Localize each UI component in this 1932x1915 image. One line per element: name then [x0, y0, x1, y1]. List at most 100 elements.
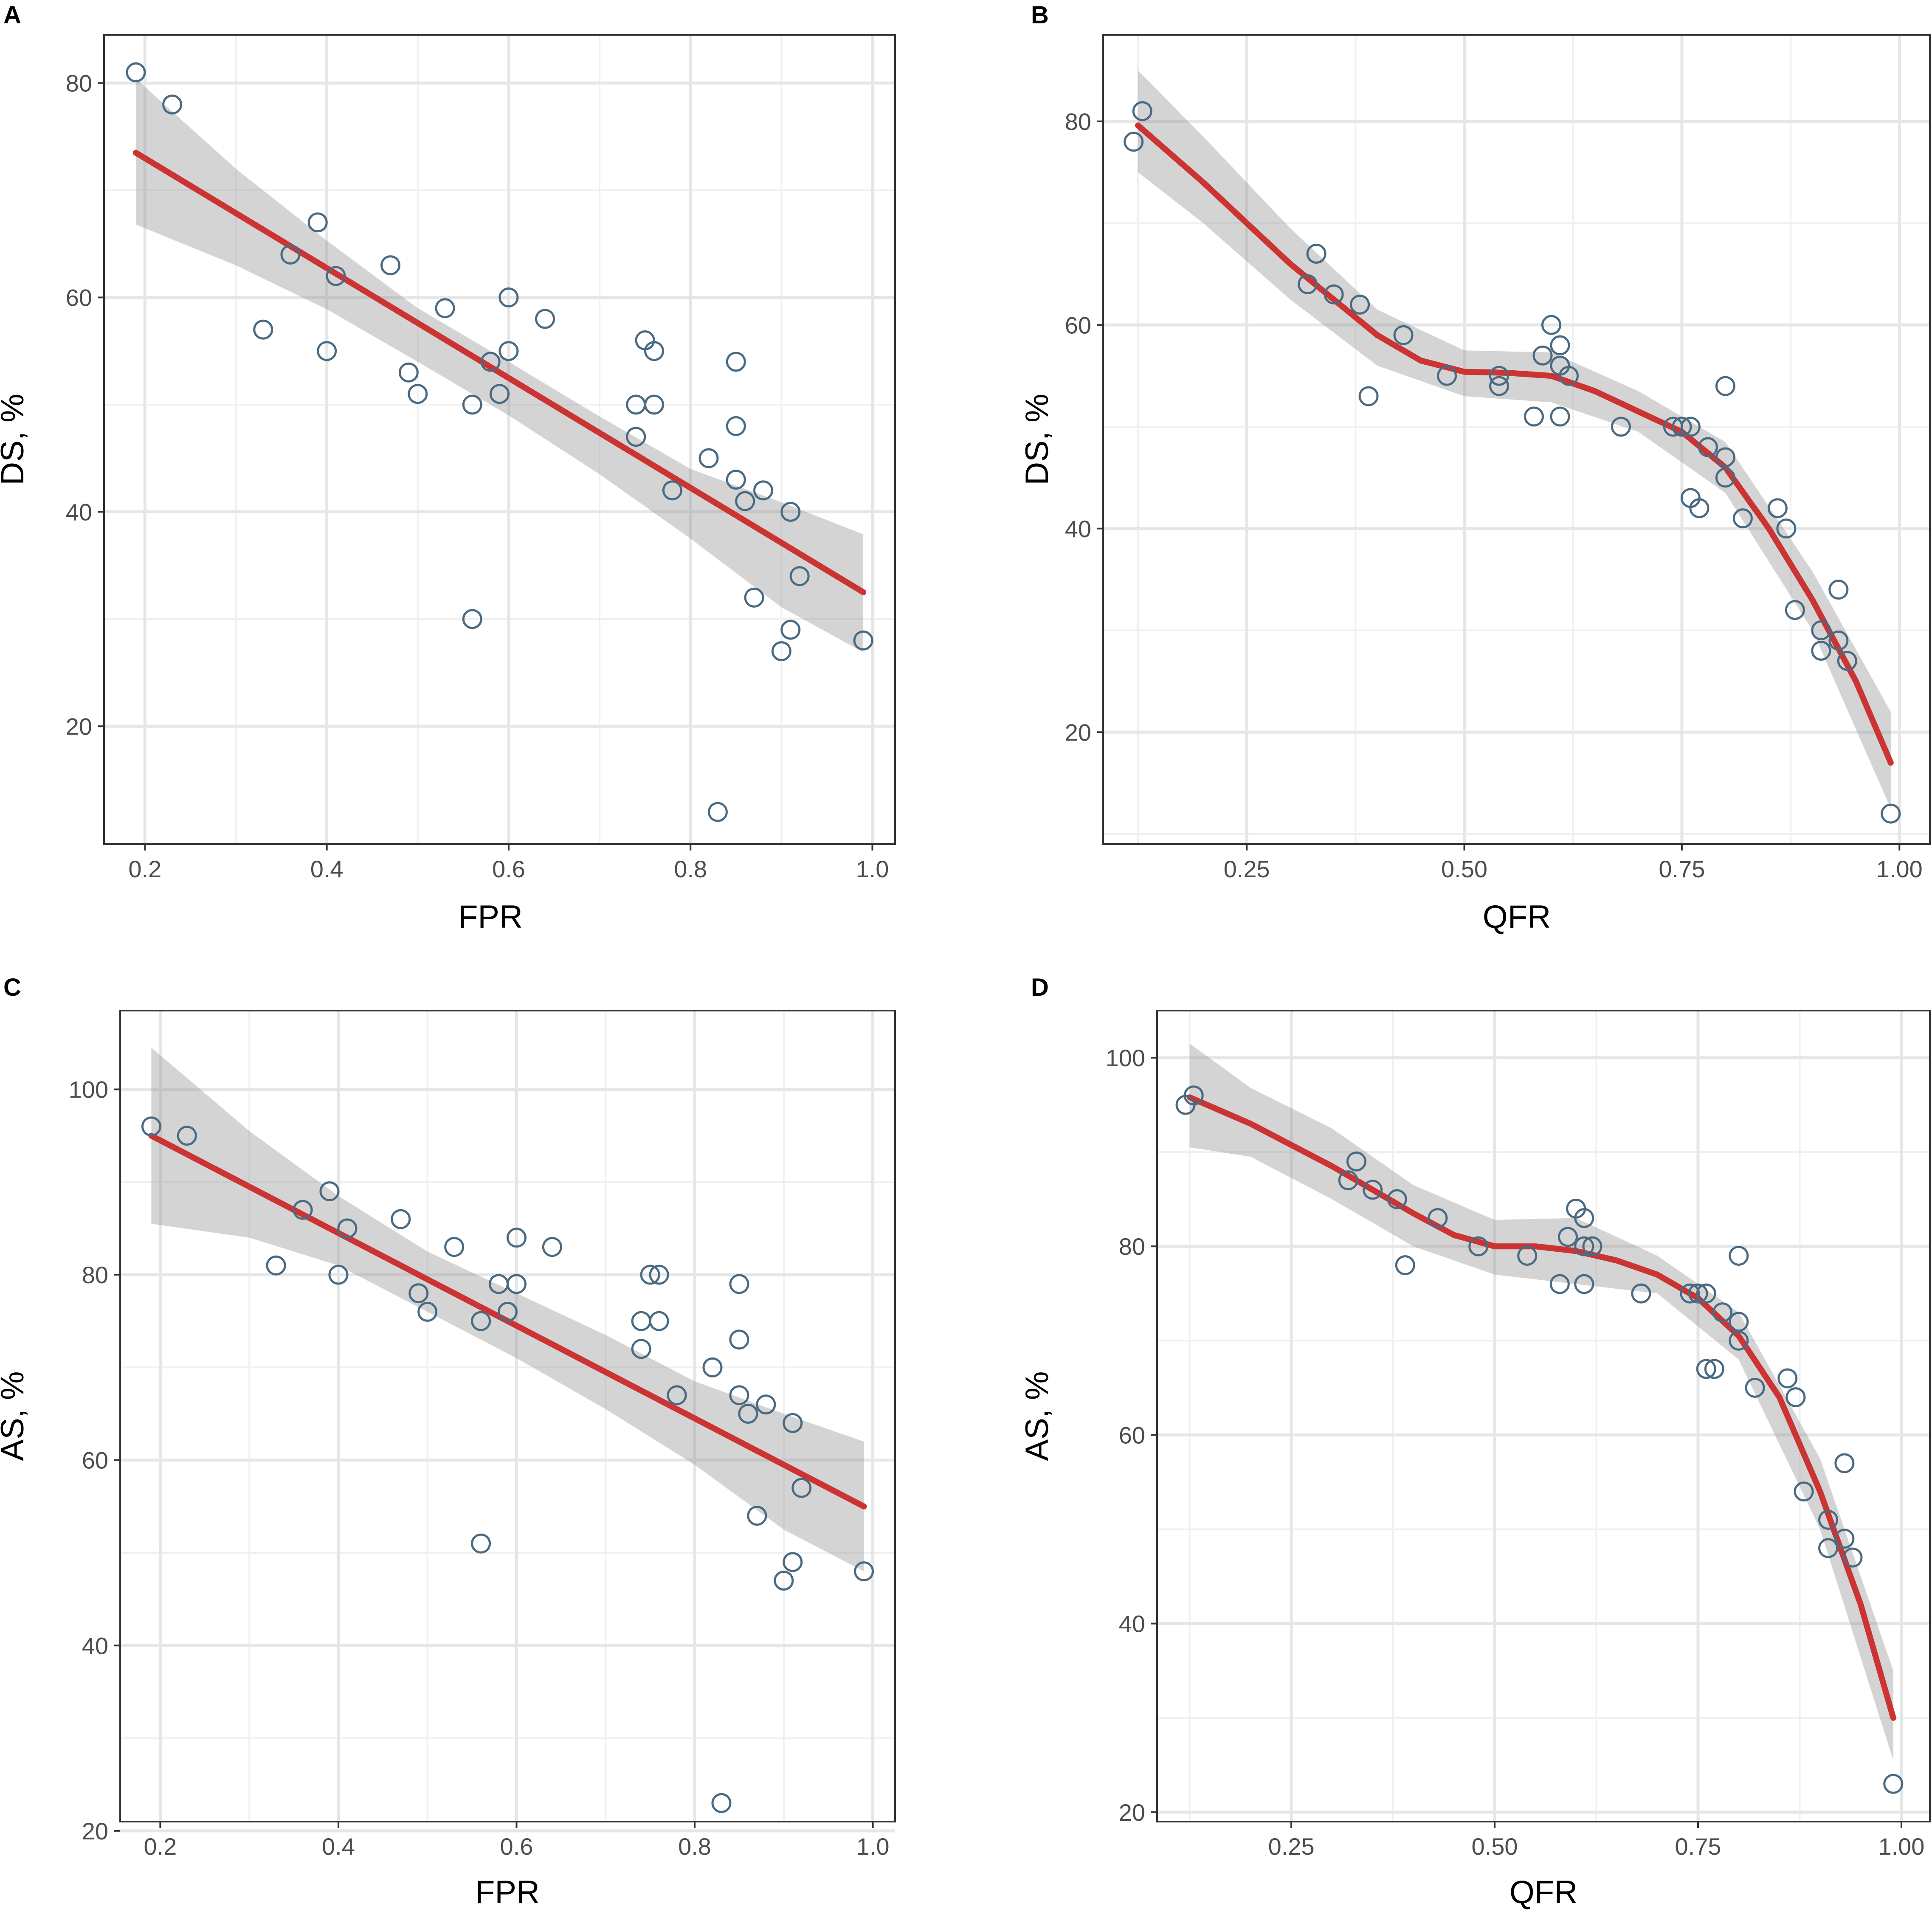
data-point — [1524, 406, 1544, 427]
data-point — [744, 587, 764, 608]
y-tick-label: 60 — [82, 1447, 108, 1474]
data-point — [498, 287, 519, 308]
data-point — [1715, 467, 1735, 488]
data-point — [789, 566, 810, 586]
data-point — [1842, 1547, 1863, 1568]
y-tick-label: 60 — [1119, 1422, 1145, 1448]
y-tick-label: 20 — [1119, 1799, 1145, 1826]
y-axis-title: DS, % — [0, 394, 31, 485]
data-point — [1715, 447, 1735, 467]
panel-letter: A — [3, 1, 21, 29]
data-point — [480, 352, 501, 372]
data-point — [747, 1506, 767, 1526]
data-point — [1680, 1283, 1700, 1304]
x-tick-label: 0.2 — [128, 856, 161, 882]
y-tick-label: 80 — [1119, 1233, 1145, 1260]
y-tick-label: 40 — [66, 498, 92, 525]
data-point — [1696, 1359, 1716, 1379]
data-point — [1306, 243, 1326, 264]
y-tick-label: 20 — [1065, 719, 1091, 746]
data-point — [1881, 803, 1901, 824]
data-point — [506, 1274, 527, 1294]
x-tick-label: 0.25 — [1224, 856, 1270, 882]
data-point — [791, 1478, 812, 1498]
data-point — [1557, 1227, 1578, 1247]
data-point — [391, 1209, 411, 1229]
data-point — [1611, 417, 1631, 437]
data-point — [853, 630, 873, 651]
data-point — [498, 1301, 518, 1322]
x-tick-label: 0.2 — [144, 1833, 177, 1860]
plot-frame — [119, 1010, 896, 1822]
data-point — [1393, 325, 1414, 345]
data-point — [253, 319, 273, 340]
data-point — [729, 1385, 749, 1405]
data-point — [266, 1255, 286, 1276]
data-point — [1767, 498, 1788, 518]
data-point — [662, 480, 682, 501]
x-tick-label: 1.0 — [856, 1833, 890, 1860]
y-tick-label: 80 — [82, 1262, 108, 1288]
data-point — [1387, 1189, 1407, 1209]
panel-c: 0.2 0.4 0.6 0.8 1.0 20 40 60 80 100 FPR AS, % C — [0, 974, 896, 1910]
data-point — [1834, 1453, 1855, 1473]
plot-area-c — [141, 1048, 874, 1813]
data-point — [780, 620, 801, 640]
data-point — [1729, 1330, 1749, 1351]
y-axis-title: AS, % — [0, 1371, 31, 1461]
plot-area-b — [1124, 70, 1901, 824]
y-tick-label: 100 — [1106, 1045, 1145, 1071]
data-point — [1124, 132, 1144, 152]
data-point — [1532, 345, 1553, 366]
y-tick-label: 80 — [1065, 108, 1091, 135]
data-point — [1558, 366, 1579, 386]
data-point — [640, 1264, 660, 1285]
y-tick-label: 40 — [82, 1632, 108, 1659]
data-point — [626, 427, 646, 447]
data-point — [498, 341, 519, 361]
x-tick-label: 0.4 — [310, 856, 344, 882]
data-point — [729, 1274, 749, 1294]
y-axis-title: AS, % — [1019, 1371, 1055, 1461]
data-point — [1324, 284, 1344, 304]
data-point — [1698, 437, 1718, 457]
data-point — [1811, 620, 1831, 641]
data-point — [1489, 366, 1510, 386]
data-point — [1715, 376, 1735, 396]
data-point — [1794, 1481, 1814, 1502]
data-point — [408, 384, 428, 404]
data-point — [1489, 376, 1510, 396]
data-point — [408, 1283, 429, 1304]
data-point — [293, 1200, 313, 1220]
panel-a: 0.2 0.4 0.6 0.8 1.0 20 40 60 80 FPR DS, % A — [0, 1, 896, 935]
data-point — [1428, 1208, 1448, 1228]
data-point — [398, 362, 419, 383]
data-point — [631, 1339, 651, 1359]
data-point — [1363, 1180, 1383, 1200]
data-point — [1574, 1274, 1594, 1294]
y-tick-label: 60 — [66, 284, 92, 311]
data-point — [1549, 1274, 1570, 1294]
data-point — [1883, 1774, 1904, 1794]
fit-line — [1186, 1094, 1896, 1721]
data-point — [1350, 294, 1370, 315]
x-tick-label: 0.50 — [1472, 1833, 1518, 1860]
data-point — [326, 266, 346, 286]
data-point — [1745, 1377, 1765, 1398]
confidence-band — [151, 1048, 864, 1571]
y-tick-label: 80 — [66, 70, 92, 97]
y-tick-label: 60 — [1065, 312, 1091, 338]
x-axis-title: QFR — [1510, 1874, 1577, 1910]
x-tick-label: 0.4 — [322, 1833, 355, 1860]
data-point — [280, 245, 301, 265]
data-point — [1346, 1151, 1366, 1172]
data-point — [1696, 1283, 1716, 1304]
data-point — [1689, 498, 1710, 518]
data-point — [780, 501, 801, 522]
panel-letter: C — [3, 974, 21, 1001]
data-point — [462, 609, 482, 629]
panel-letter: D — [1031, 974, 1049, 1001]
data-point — [707, 802, 728, 822]
data-point — [1550, 335, 1570, 355]
